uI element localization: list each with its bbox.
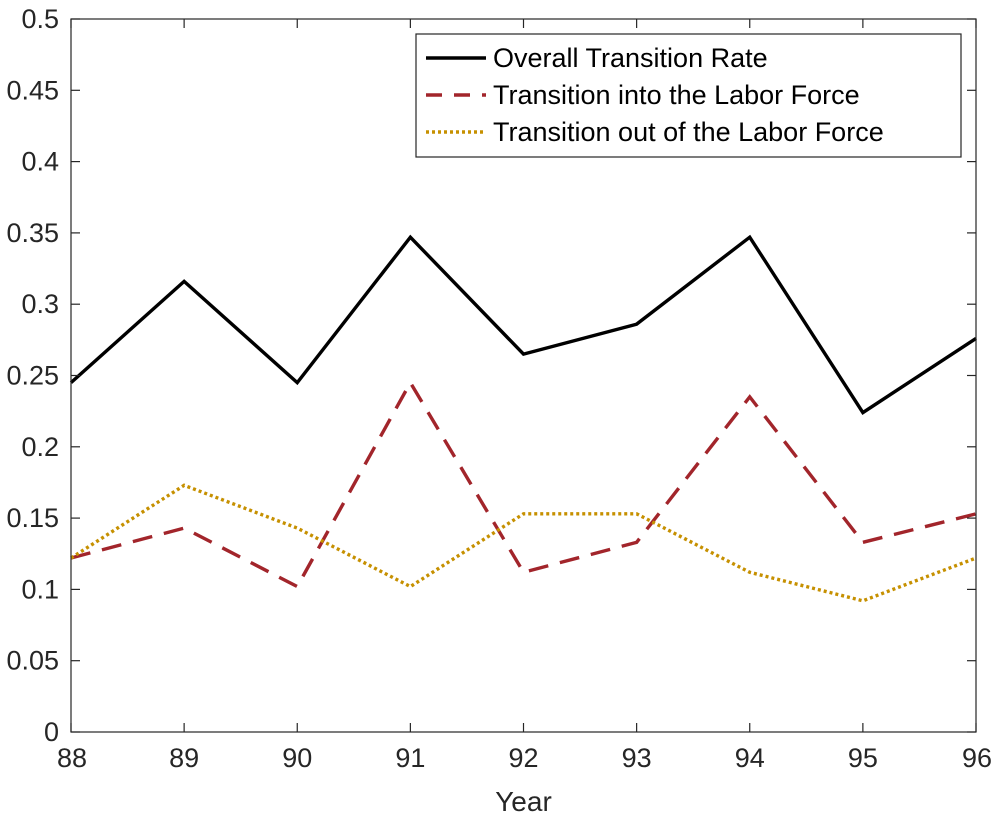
y-tick-label: 0.1 bbox=[21, 574, 59, 604]
y-tick-label: 0 bbox=[44, 717, 59, 747]
x-tick-label: 91 bbox=[395, 743, 425, 773]
y-tick-label: 0.05 bbox=[6, 646, 59, 676]
legend-label-2: Transition into the Labor Force bbox=[493, 80, 860, 110]
series-line-3 bbox=[70, 483, 977, 603]
y-tick-label: 0.3 bbox=[21, 289, 59, 319]
y-tick-label: 0.4 bbox=[21, 147, 59, 177]
x-tick-label: 92 bbox=[508, 743, 538, 773]
x-tick-label: 94 bbox=[735, 743, 765, 773]
series-line-1 bbox=[69, 234, 977, 415]
y-axis-ticks: 0 0.05 0.1 0.15 0.2 0.25 0.3 0.35 0.4 0.45 0.5 bbox=[6, 4, 976, 747]
series-line-2 bbox=[70, 379, 977, 589]
legend-label-1: Overall Transition Rate bbox=[493, 43, 768, 73]
x-tick-label: 96 bbox=[962, 743, 992, 773]
legend: Overall Transition Rate Transition into t… bbox=[415, 33, 962, 158]
x-axis-ticks: 88 89 90 91 92 93 94 95 96 bbox=[57, 19, 992, 773]
x-tick-label: 90 bbox=[282, 743, 312, 773]
legend-box bbox=[415, 33, 962, 158]
y-tick-label: 0.25 bbox=[6, 361, 59, 391]
x-tick-label: 89 bbox=[169, 743, 199, 773]
x-tick-label: 93 bbox=[622, 743, 652, 773]
x-tick-label: 95 bbox=[848, 743, 878, 773]
y-tick-label: 0.15 bbox=[6, 503, 59, 533]
series-layer bbox=[69, 234, 977, 603]
x-axis-title: Year bbox=[495, 786, 552, 817]
y-tick-label: 0.35 bbox=[6, 218, 59, 248]
legend-label-3: Transition out of the Labor Force bbox=[493, 117, 884, 147]
x-tick-label: 88 bbox=[57, 743, 87, 773]
y-tick-label: 0.2 bbox=[21, 432, 59, 462]
y-tick-label: 0.5 bbox=[21, 4, 59, 34]
y-tick-label: 0.45 bbox=[6, 75, 59, 105]
